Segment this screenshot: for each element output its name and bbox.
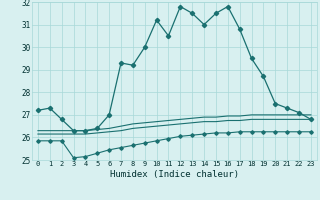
X-axis label: Humidex (Indice chaleur): Humidex (Indice chaleur)	[110, 170, 239, 179]
